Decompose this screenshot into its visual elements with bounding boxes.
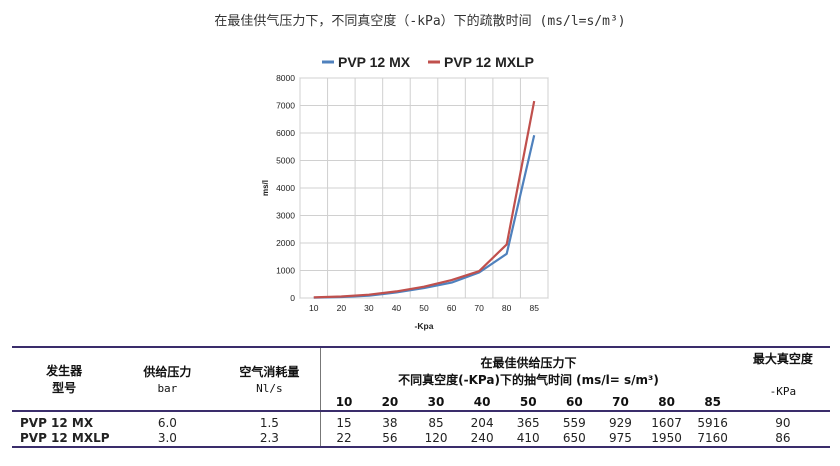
x-tick-label: 20 — [337, 303, 347, 313]
legend-entry: PVP 12 MXLP — [444, 54, 534, 70]
row-time: 56 — [382, 431, 398, 445]
x-tick-label: 85 — [529, 303, 539, 313]
x-tick-label: 80 — [502, 303, 512, 313]
row-time: 410 — [516, 431, 540, 445]
y-tick-label: 8000 — [276, 73, 295, 83]
header-pressure-60: 60 — [566, 394, 583, 409]
row-pressure: 3.0 — [157, 431, 177, 445]
header-pressure: 供给压力 bar — [143, 365, 192, 395]
x-tick-label: 60 — [447, 303, 457, 313]
page-title: 在最佳供气压力下，不同真空度（-kPa）下的疏散时间 (ms/l=s/m³) — [214, 14, 626, 29]
row-pressure: 6.0 — [157, 416, 177, 430]
row-air: 1.5 — [259, 416, 279, 430]
row-max-vacuum: 86 — [775, 431, 791, 445]
row-model: PVP 12 MX — [20, 416, 94, 430]
row-time: 15 — [320, 411, 367, 430]
x-tick-label: 30 — [364, 303, 374, 313]
x-axis-label: -Kpa — [415, 321, 434, 331]
row-time: 559 — [562, 416, 586, 430]
row-time: 650 — [562, 431, 586, 445]
row-time: 1950 — [651, 431, 682, 445]
row-air: 2.3 — [259, 431, 279, 445]
spec-table: 发生器 型号 供给压力 bar 空气消耗量 Nl/s 在最佳供给压力下 不同真空度(-K… — [12, 346, 830, 448]
y-tick-label: 3000 — [276, 211, 295, 221]
table-row: PVP 12 MXLP 3.0 2.3 22 56 120 240 410 650 975 1950… — [12, 430, 830, 447]
row-time: 7160 — [697, 431, 728, 445]
y-tick-label: 2000 — [276, 238, 295, 248]
header-pressure-85: 85 — [704, 394, 722, 409]
y-tick-label: 7000 — [276, 101, 295, 111]
row-max-vacuum: 90 — [775, 416, 791, 430]
row-model: PVP 12 MXLP — [20, 431, 110, 445]
row-time: 240 — [470, 431, 494, 445]
row-time: 5916 — [697, 416, 728, 430]
y-tick-label: 1000 — [276, 266, 295, 276]
table-row: PVP 12 MX 6.0 1.5 15 38 85 204 365 559 929 1607 591… — [12, 411, 830, 430]
row-time: 38 — [382, 416, 398, 430]
header-pressure-20: 20 — [381, 394, 399, 409]
y-tick-label: 6000 — [276, 128, 295, 138]
row-time: 22 — [320, 430, 367, 447]
x-tick-label: 10 — [309, 303, 319, 313]
row-time: 1607 — [651, 416, 682, 430]
legend-entry: PVP 12 MX — [338, 54, 411, 70]
y-axis-label: ms/l — [261, 180, 270, 196]
row-time: 365 — [516, 416, 540, 430]
y-tick-label: 4000 — [276, 183, 295, 193]
header-pressure-50: 50 — [519, 394, 537, 409]
x-tick-label: 70 — [474, 303, 484, 313]
header-pressure-30: 30 — [427, 394, 445, 409]
row-time: 85 — [428, 416, 444, 430]
row-time: 120 — [424, 431, 448, 445]
header-pressure-10: 10 — [320, 393, 367, 411]
x-tick-label: 50 — [419, 303, 429, 313]
header-pressure-40: 40 — [473, 394, 491, 409]
y-tick-label: 0 — [290, 293, 295, 303]
header-vacuum-times: 在最佳供给压力下 不同真空度(-KPa)下的抽气时间 (ms/l= s/m³) — [320, 347, 736, 393]
header-pressure-70: 70 — [612, 394, 629, 409]
row-time: 204 — [470, 416, 494, 430]
row-time: 929 — [609, 416, 632, 430]
row-time: 975 — [609, 431, 632, 445]
header-max-vacuum: 最大真空度 -KPa — [752, 352, 813, 398]
header-pressure-80: 80 — [658, 394, 675, 409]
header-model: 发生器 型号 — [46, 364, 83, 395]
header-air: 空气消耗量 Nl/s — [239, 365, 300, 395]
x-tick-label: 40 — [392, 303, 402, 313]
y-tick-label: 5000 — [276, 156, 295, 166]
evacuation-time-chart: 0 1000 2000 3000 4000 5000 6000 7000 8000 10 20 30 4… — [261, 54, 549, 331]
